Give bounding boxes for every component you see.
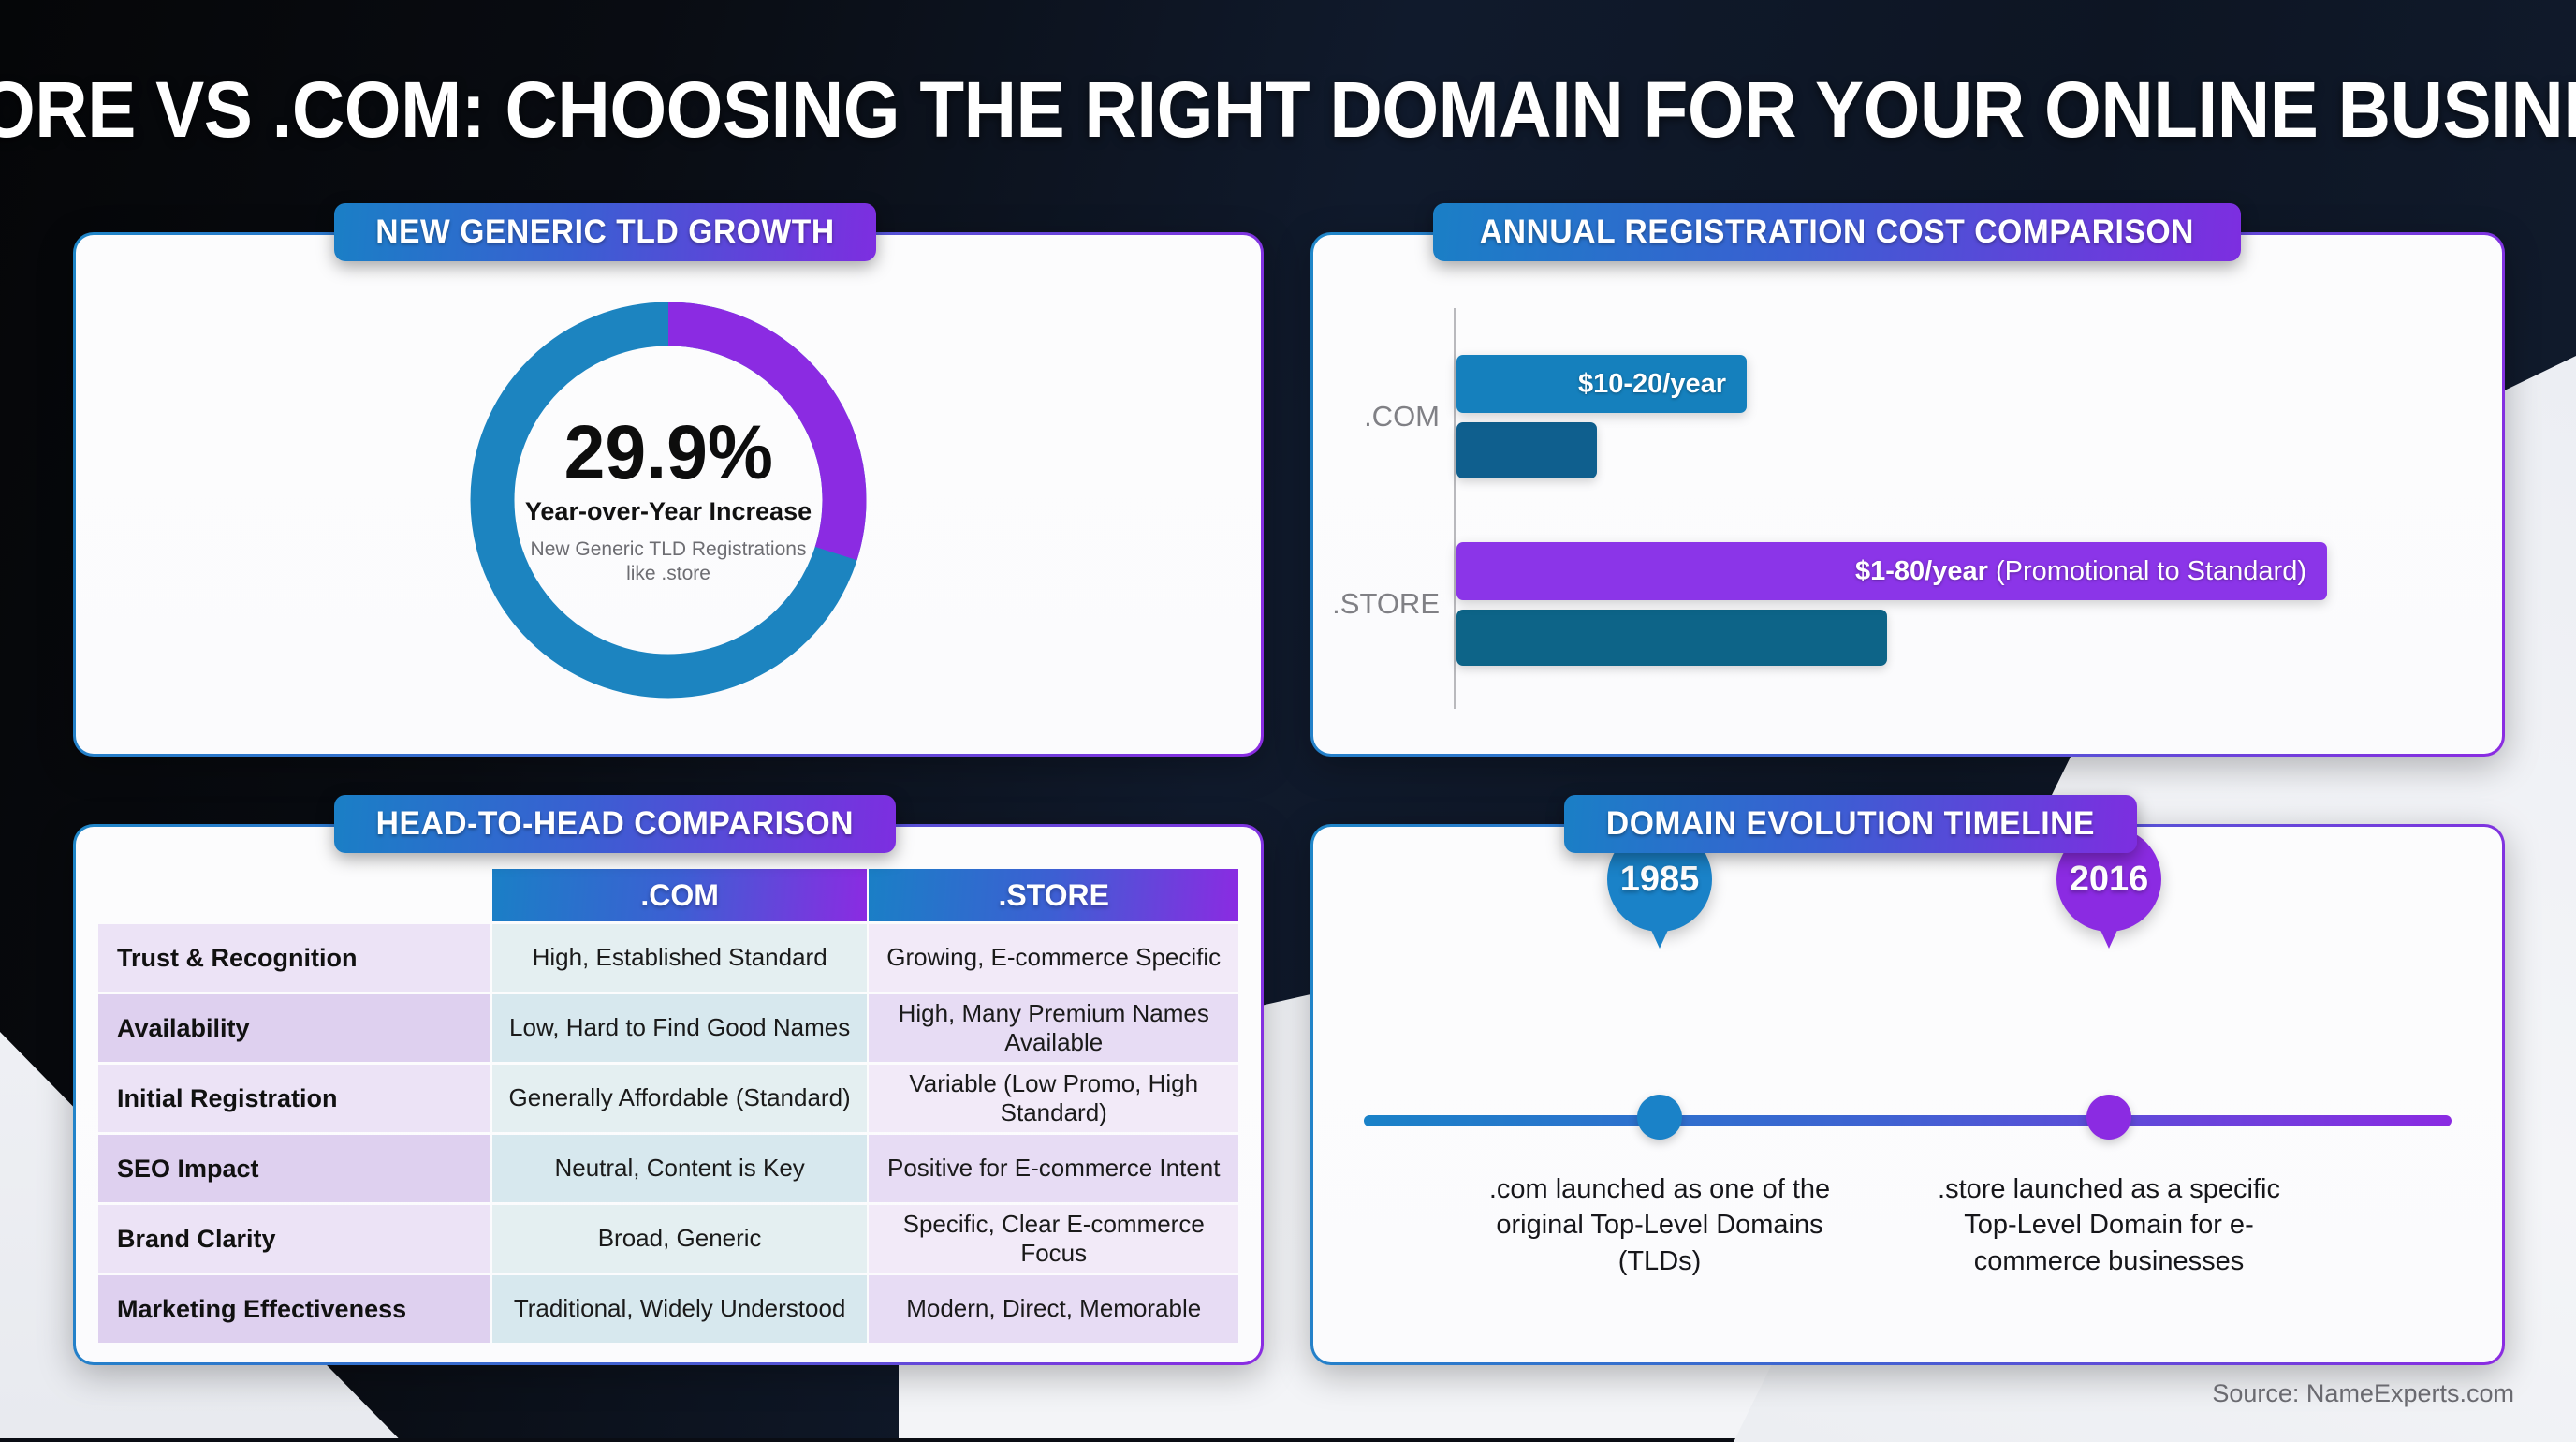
bar-secondary-com [1456,422,1597,478]
bar-category-label-com: .COM [1364,400,1440,433]
panel-cost-comparison: ANNUAL REGISTRATION COST COMPARISON .COM… [1310,203,2505,757]
panel-head-to-head: HEAD-TO-HEAD COMPARISON .COM .STORE Trus… [73,795,1264,1365]
timeline-event-description: .store launched as a specific Top-Level … [1938,1174,2280,1276]
table-cell-com: Traditional, Widely Understood [491,1275,868,1343]
timeline-node-dot [2086,1095,2131,1140]
table-cell-com: High, Established Standard [491,924,868,992]
panel-title-timeline: DOMAIN EVOLUTION TIMELINE [1564,795,2137,853]
table-row: Initial Registration Generally Affordable… [98,1065,1238,1132]
timeline-year-label: 2016 [2069,859,2149,899]
timeline-event-description: .com launched as one of the original Top… [1488,1174,1831,1276]
table-cell-store: Positive for E-commerce Intent [869,1135,1238,1202]
panel-title-cost-comparison: ANNUAL REGISTRATION COST COMPARISON [1433,203,2241,261]
source-attribution: Source: NameExperts.com [2212,1379,2514,1407]
table-row: SEO Impact Neutral, Content is Key Positiv… [98,1135,1238,1202]
page-title: .STORE VS .COM: CHOOSING THE RIGHT DOMAI… [0,54,2576,165]
bar-category-label-store: .STORE [1332,587,1440,620]
table-header-store: .STORE [869,869,1238,921]
panel-title-label: NEW GENERIC TLD GROWTH [375,213,835,250]
panel-timeline: DOMAIN EVOLUTION TIMELINE 1985 .com laun… [1310,795,2505,1365]
bar-chart-plot-area: .COM $10-20/year .STORE $1-80/year (Prom… [1332,308,2457,709]
timeline-pin-tail [1641,907,1678,949]
bar-primary-com: $10-20/year [1456,355,1747,413]
table-header-blank [98,869,490,921]
bar-value-label-com: $10-20/year [1577,368,1726,399]
table-cell-com: Generally Affordable (Standard) [491,1065,868,1132]
panel-title-label: DOMAIN EVOLUTION TIMELINE [1605,805,2096,842]
table-cell-feature: Marketing Effectiveness [98,1275,490,1343]
table-cell-feature: Trust & Recognition [98,924,490,992]
panel-tld-growth: NEW GENERIC TLD GROWTH 29.9% Year-over-Y… [73,203,1264,757]
table-header-row: .COM .STORE [98,869,1238,921]
panel-title-label: ANNUAL REGISTRATION COST COMPARISON [1479,213,2195,250]
table-row: Availability Low, Hard to Find Good Names… [98,994,1238,1062]
timeline: 1985 .com launched as one of the origina… [1332,827,2483,1362]
table-header-com: .COM [491,869,868,921]
table-cell-feature: SEO Impact [98,1135,490,1202]
comparison-table: .COM .STORE Trust & Recognition High, Est… [96,866,1240,1346]
table-cell-store: Variable (Low Promo, High Standard) [869,1065,1238,1132]
timeline-node-dot [1637,1095,1682,1140]
timeline-year-label: 1985 [1619,859,1700,899]
donut-chart: 29.9% Year-over-Year Increase New Generi… [448,280,888,720]
table-row: Marketing Effectiveness Traditional, Wide… [98,1275,1238,1343]
table-cell-store: High, Many Premium Names Available [869,994,1238,1062]
panel-title-tld-growth: NEW GENERIC TLD GROWTH [334,203,876,261]
timeline-pin-tail [2090,907,2128,949]
donut-chart-svg [470,302,867,699]
table-cell-feature: Brand Clarity [98,1205,490,1273]
table-cell-store: Growing, E-commerce Specific [869,924,1238,992]
page-title-text: .STORE VS .COM: CHOOSING THE RIGHT DOMAI… [0,65,2576,154]
table-cell-com: Broad, Generic [491,1205,868,1273]
table-cell-com: Neutral, Content is Key [491,1135,868,1202]
timeline-track [1364,1115,2452,1126]
panel-title-label: HEAD-TO-HEAD COMPARISON [375,805,855,842]
bar-primary-store: $1-80/year (Promotional to Standard) [1456,542,2328,600]
panel-title-head-to-head: HEAD-TO-HEAD COMPARISON [334,795,896,853]
bar-value-label-store: $1-80/year (Promotional to Standard) [1854,555,2307,586]
bar-chart-axis-line [1454,308,1456,709]
donut-value-slice [470,302,867,699]
bar-group-store: .STORE $1-80/year (Promotional to Standa… [1332,542,2457,666]
bar-group-com: .COM $10-20/year [1364,355,2457,478]
table-cell-store: Specific, Clear E-commerce Focus [869,1205,1238,1273]
timeline-event-1985: 1985 .com launched as one of the origina… [1463,827,1856,1276]
table-cell-store: Modern, Direct, Memorable [869,1275,1238,1343]
table-cell-com: Low, Hard to Find Good Names [491,994,868,1062]
table-cell-feature: Availability [98,994,490,1062]
table-row: Brand Clarity Broad, Generic Specific, Cle… [98,1205,1238,1273]
bar-secondary-store [1456,610,1887,666]
table-row: Trust & Recognition High, Established Sta… [98,924,1238,992]
table-cell-feature: Initial Registration [98,1065,490,1132]
